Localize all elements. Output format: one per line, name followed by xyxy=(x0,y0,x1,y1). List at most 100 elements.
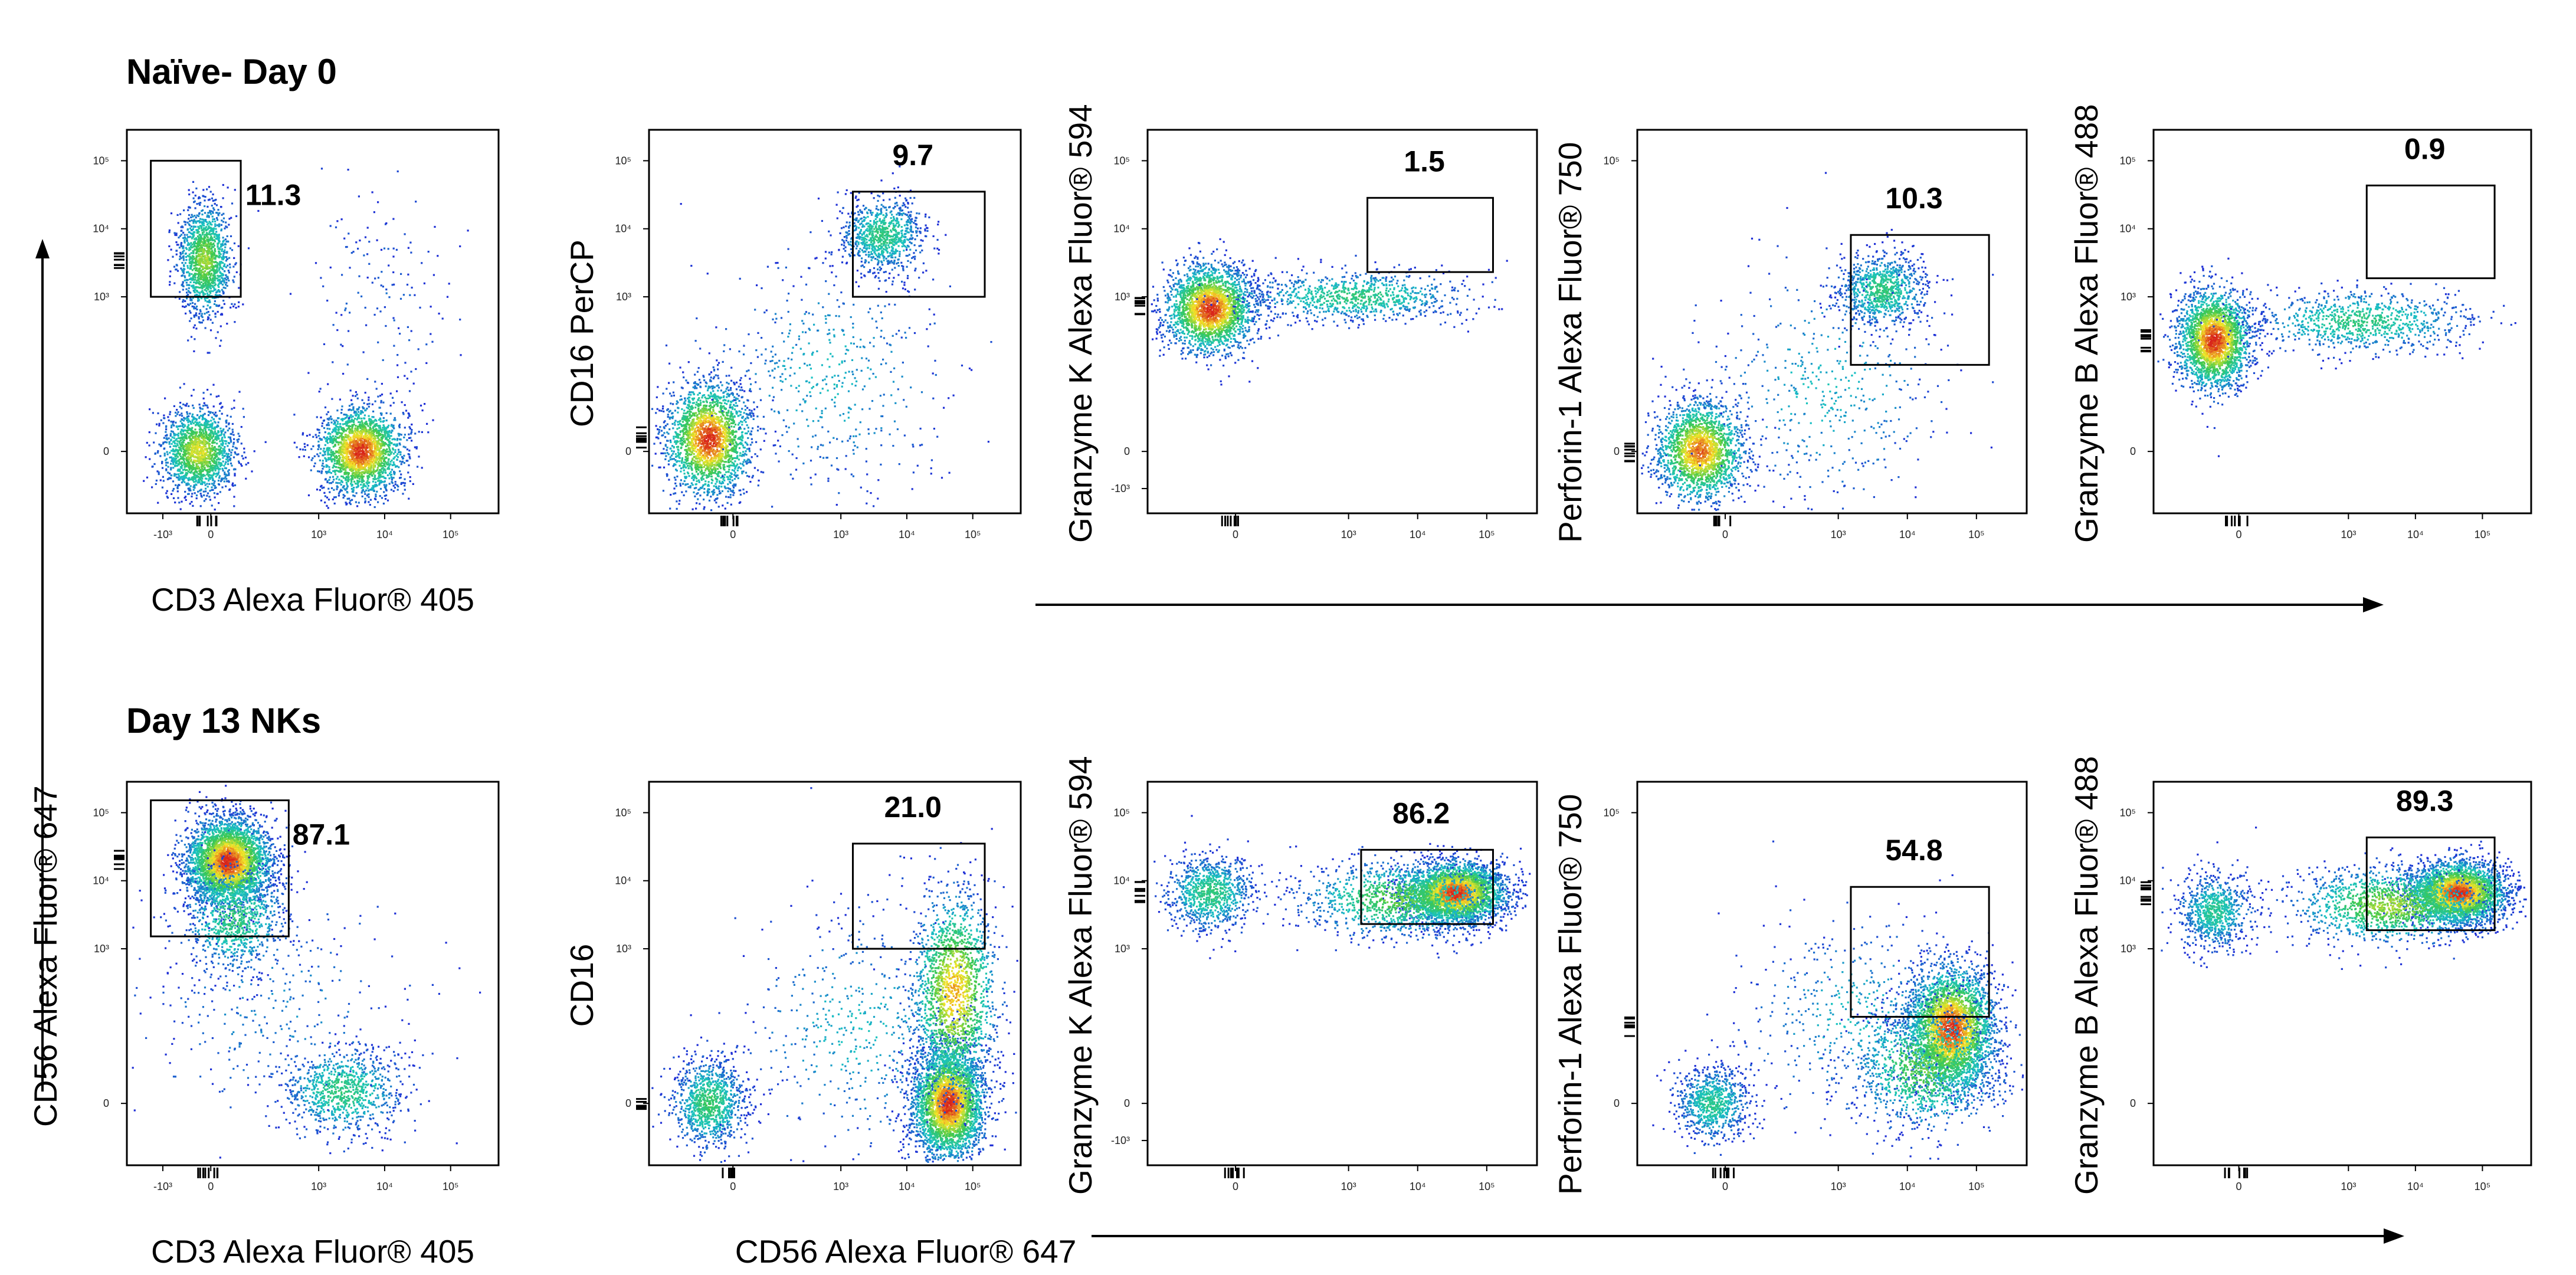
event-point xyxy=(213,428,215,430)
event-point xyxy=(186,411,188,413)
event-point xyxy=(224,463,226,465)
event-point xyxy=(206,308,208,310)
event-point xyxy=(205,430,207,431)
event-point xyxy=(221,413,223,415)
event-point xyxy=(184,424,186,426)
event-point xyxy=(234,484,236,486)
event-point xyxy=(205,267,207,269)
event-point xyxy=(210,329,212,331)
event-point xyxy=(216,459,218,461)
event-point xyxy=(177,411,179,413)
event-point xyxy=(179,291,181,293)
event-point xyxy=(215,265,217,267)
event-point xyxy=(204,418,206,419)
event-point xyxy=(178,463,180,464)
event-point xyxy=(212,440,214,441)
event-point xyxy=(180,463,182,464)
event-point xyxy=(208,231,210,233)
event-point xyxy=(179,478,181,480)
row-title-naive: Naïve- Day 0 xyxy=(126,52,337,91)
event-point xyxy=(193,441,195,443)
event-point xyxy=(183,275,185,277)
event-point xyxy=(228,280,230,281)
event-point xyxy=(180,473,182,474)
event-point xyxy=(228,428,230,430)
event-point xyxy=(199,234,201,236)
event-point xyxy=(225,461,227,463)
event-point xyxy=(171,212,172,214)
event-point xyxy=(216,235,218,237)
event-point xyxy=(178,473,179,475)
event-point xyxy=(183,454,185,456)
event-point xyxy=(181,262,183,264)
event-point xyxy=(188,194,190,195)
event-point xyxy=(189,454,191,456)
event-point xyxy=(185,453,186,455)
event-point xyxy=(170,467,172,468)
event-point xyxy=(182,424,183,425)
event-point xyxy=(196,422,198,424)
event-point xyxy=(220,462,222,464)
event-point xyxy=(216,268,218,270)
event-point xyxy=(238,245,240,247)
event-point xyxy=(183,427,185,428)
event-point xyxy=(186,297,188,299)
event-point xyxy=(179,247,181,248)
event-point xyxy=(209,450,211,451)
event-point xyxy=(233,457,235,458)
event-point xyxy=(228,224,230,225)
event-point xyxy=(207,469,209,471)
event-point xyxy=(241,455,243,457)
event-point xyxy=(164,398,166,399)
event-point xyxy=(175,415,176,417)
event-point xyxy=(181,478,183,480)
event-point xyxy=(212,218,214,220)
event-point xyxy=(220,480,222,482)
event-point xyxy=(191,427,193,429)
event-point xyxy=(192,181,194,183)
event-point xyxy=(201,495,202,497)
event-point xyxy=(233,257,235,259)
event-point xyxy=(207,407,209,408)
event-point xyxy=(187,421,189,423)
event-point xyxy=(224,251,225,253)
event-point xyxy=(194,291,196,293)
event-point xyxy=(209,210,211,212)
event-point xyxy=(208,474,210,476)
event-point xyxy=(210,191,212,192)
event-point xyxy=(163,480,165,481)
event-point xyxy=(215,271,217,273)
event-point xyxy=(214,438,216,440)
event-point xyxy=(188,405,189,407)
event-point xyxy=(202,195,204,197)
event-point xyxy=(196,306,198,307)
event-point xyxy=(206,483,208,484)
event-point xyxy=(321,470,323,472)
event-point xyxy=(196,497,198,499)
event-point xyxy=(181,501,182,503)
event-point xyxy=(215,313,217,314)
event-point xyxy=(207,216,208,218)
event-point xyxy=(195,444,196,445)
event-point xyxy=(194,314,195,316)
event-point xyxy=(214,473,216,475)
event-point xyxy=(205,258,207,260)
event-point xyxy=(208,300,210,301)
event-point xyxy=(199,250,201,251)
event-point xyxy=(219,410,221,412)
event-point xyxy=(224,247,226,248)
event-point xyxy=(191,214,193,216)
event-point xyxy=(213,209,215,211)
event-point xyxy=(163,417,165,419)
event-point xyxy=(200,245,202,247)
event-point xyxy=(207,486,209,487)
event-point xyxy=(195,447,196,448)
event-point xyxy=(186,463,188,464)
event-point xyxy=(195,461,196,463)
event-point xyxy=(211,255,212,257)
event-point xyxy=(188,206,190,208)
event-point xyxy=(189,247,191,249)
event-point xyxy=(202,271,204,273)
event-point xyxy=(198,281,200,283)
event-point xyxy=(195,289,196,290)
